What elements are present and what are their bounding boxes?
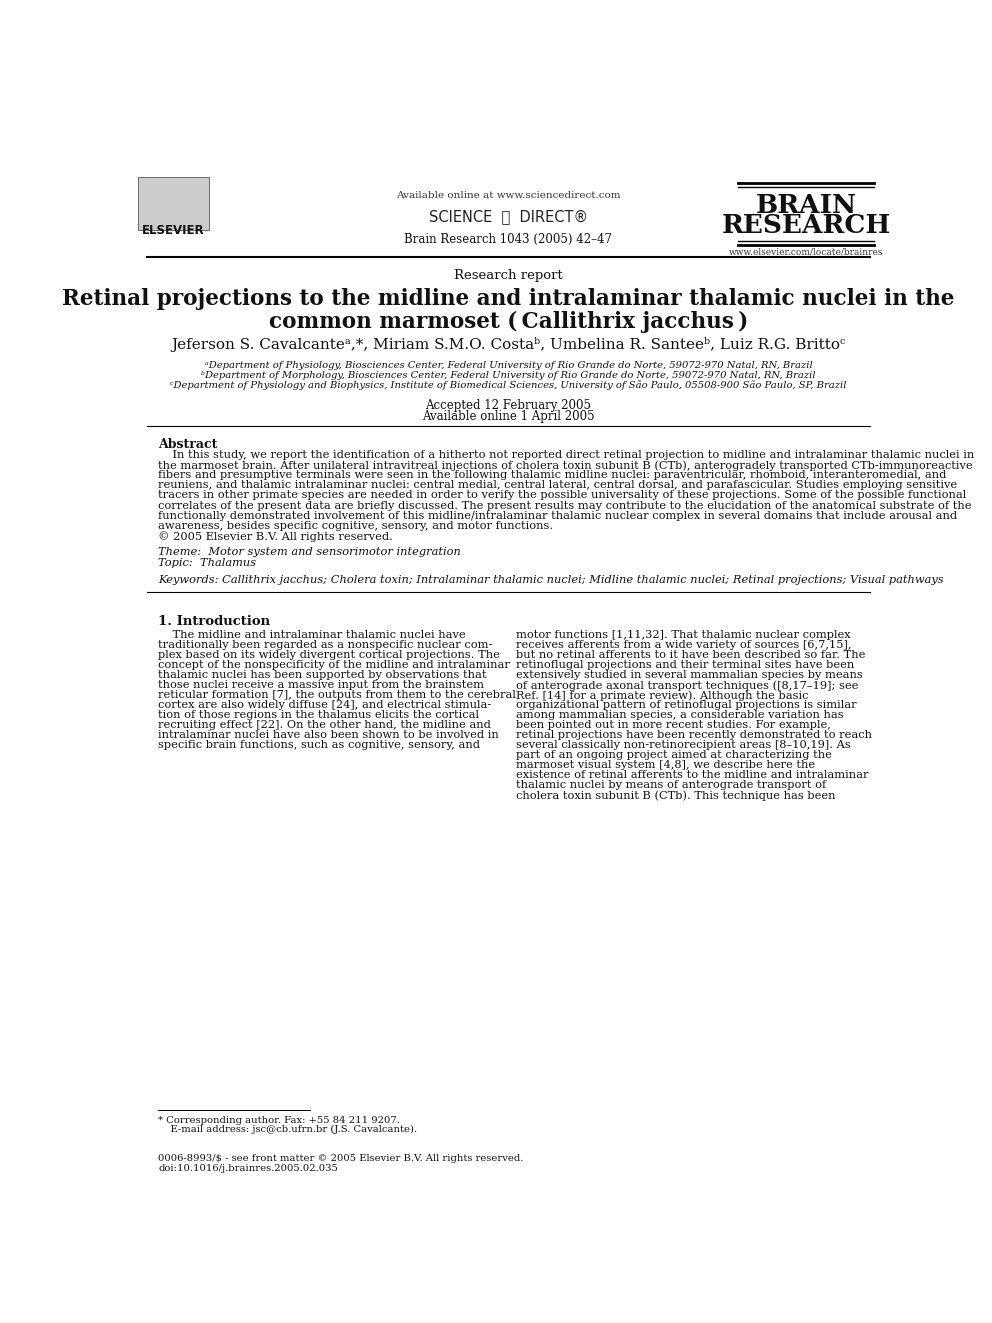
Text: specific brain functions, such as cognitive, sensory, and: specific brain functions, such as cognit… — [158, 741, 480, 750]
Text: Jeferson S. Cavalcanteᵃ,*, Miriam S.M.O. Costaᵇ, Umbelina R. Santeeᵇ, Luiz R.G. : Jeferson S. Cavalcanteᵃ,*, Miriam S.M.O.… — [172, 337, 845, 352]
Text: 1. Introduction: 1. Introduction — [158, 615, 270, 628]
Text: thalamic nuclei by means of anterograde transport of: thalamic nuclei by means of anterograde … — [516, 781, 826, 790]
Text: Available online 1 April 2005: Available online 1 April 2005 — [422, 410, 595, 423]
Text: recruiting effect [22]. On the other hand, the midline and: recruiting effect [22]. On the other han… — [158, 721, 491, 730]
Text: awareness, besides specific cognitive, sensory, and motor functions.: awareness, besides specific cognitive, s… — [158, 521, 554, 531]
Text: doi:10.1016/j.brainres.2005.02.035: doi:10.1016/j.brainres.2005.02.035 — [158, 1164, 338, 1172]
FancyBboxPatch shape — [138, 177, 209, 230]
Text: thalamic nuclei has been supported by observations that: thalamic nuclei has been supported by ob… — [158, 671, 487, 680]
Text: SCIENCE  ⓐ  DIRECT®: SCIENCE ⓐ DIRECT® — [429, 209, 588, 224]
Text: Available online at www.sciencedirect.com: Available online at www.sciencedirect.co… — [396, 191, 621, 200]
Text: ELSEVIER: ELSEVIER — [142, 224, 205, 237]
Text: among mammalian species, a considerable variation has: among mammalian species, a considerable … — [516, 710, 844, 721]
Text: correlates of the present data are briefly discussed. The present results may co: correlates of the present data are brief… — [158, 500, 971, 511]
Text: E-mail address: jsc@cb.ufrn.br (J.S. Cavalcante).: E-mail address: jsc@cb.ufrn.br (J.S. Cav… — [158, 1125, 418, 1134]
Text: * Corresponding author. Fax: +55 84 211 9207.: * Corresponding author. Fax: +55 84 211 … — [158, 1115, 400, 1125]
Text: In this study, we report the identification of a hitherto not reported direct re: In this study, we report the identificat… — [158, 450, 974, 460]
Text: Topic:  Thalamus: Topic: Thalamus — [158, 557, 256, 568]
Text: functionally demonstrated involvement of this midline/intralaminar thalamic nucl: functionally demonstrated involvement of… — [158, 511, 957, 521]
Text: of anterograde axonal transport techniques ([8,17–19]; see: of anterograde axonal transport techniqu… — [516, 680, 858, 691]
Text: those nuclei receive a massive input from the brainstem: those nuclei receive a massive input fro… — [158, 680, 484, 691]
Text: 0006-8993/$ - see front matter © 2005 Elsevier B.V. All rights reserved.: 0006-8993/$ - see front matter © 2005 El… — [158, 1154, 524, 1163]
Text: marmoset visual system [4,8], we describe here the: marmoset visual system [4,8], we describ… — [516, 761, 815, 770]
Text: Abstract: Abstract — [158, 438, 217, 451]
Text: Retinal projections to the midline and intralaminar thalamic nuclei in the: Retinal projections to the midline and i… — [62, 288, 954, 310]
Text: tion of those regions in the thalamus elicits the cortical: tion of those regions in the thalamus el… — [158, 710, 479, 721]
Text: several classically non-retinorecipient areas [8–10,19]. As: several classically non-retinorecipient … — [516, 741, 851, 750]
Text: ᶜDepartment of Physiology and Biophysics, Institute of Biomedical Sciences, Univ: ᶜDepartment of Physiology and Biophysics… — [171, 381, 846, 390]
Text: the marmoset brain. After unilateral intravitreal injections of cholera toxin su: the marmoset brain. After unilateral int… — [158, 460, 973, 471]
Text: Ref. [14] for a primate review). Although the basic: Ref. [14] for a primate review). Althoug… — [516, 691, 808, 701]
Text: Brain Research 1043 (2005) 42–47: Brain Research 1043 (2005) 42–47 — [405, 233, 612, 246]
Text: fibers and presumptive terminals were seen in the following thalamic midline nuc: fibers and presumptive terminals were se… — [158, 470, 946, 480]
Text: RESEARCH: RESEARCH — [721, 213, 891, 238]
Text: organizational pattern of retinoflugal projections is similar: organizational pattern of retinoflugal p… — [516, 700, 857, 710]
Text: common marmoset ( Callithrix jacchus ): common marmoset ( Callithrix jacchus ) — [269, 311, 748, 332]
Text: Research report: Research report — [454, 269, 562, 282]
Text: retinal projections have been recently demonstrated to reach: retinal projections have been recently d… — [516, 730, 872, 741]
Text: receives afferents from a wide variety of sources [6,7,15],: receives afferents from a wide variety o… — [516, 640, 852, 651]
Text: ᵇDepartment of Morphology, Biosciences Center, Federal University of Rio Grande : ᵇDepartment of Morphology, Biosciences C… — [201, 370, 815, 380]
Text: Accepted 12 February 2005: Accepted 12 February 2005 — [426, 400, 591, 411]
Text: cortex are also widely diffuse [24], and electrical stimula-: cortex are also widely diffuse [24], and… — [158, 700, 491, 710]
Text: but no retinal afferents to it have been described so far. The: but no retinal afferents to it have been… — [516, 651, 866, 660]
Text: www.elsevier.com/locate/brainres: www.elsevier.com/locate/brainres — [729, 247, 883, 257]
Text: retinoflugal projections and their terminal sites have been: retinoflugal projections and their termi… — [516, 660, 854, 671]
Text: intralaminar nuclei have also been shown to be involved in: intralaminar nuclei have also been shown… — [158, 730, 499, 741]
Text: The midline and intralaminar thalamic nuclei have: The midline and intralaminar thalamic nu… — [158, 630, 465, 640]
Text: reticular formation [7], the outputs from them to the cerebral: reticular formation [7], the outputs fro… — [158, 691, 516, 700]
Text: been pointed out in more recent studies. For example,: been pointed out in more recent studies.… — [516, 721, 831, 730]
Text: extensively studied in several mammalian species by means: extensively studied in several mammalian… — [516, 671, 863, 680]
Text: existence of retinal afferents to the midline and intralaminar: existence of retinal afferents to the mi… — [516, 770, 869, 781]
Text: traditionally been regarded as a nonspecific nuclear com-: traditionally been regarded as a nonspec… — [158, 640, 492, 651]
Text: Theme:  Motor system and sensorimotor integration: Theme: Motor system and sensorimotor int… — [158, 548, 461, 557]
Text: © 2005 Elsevier B.V. All rights reserved.: © 2005 Elsevier B.V. All rights reserved… — [158, 531, 393, 542]
Text: reuniens, and thalamic intralaminar nuclei: central medial, central lateral, cen: reuniens, and thalamic intralaminar nucl… — [158, 480, 957, 491]
Text: Keywords: Callithrix jacchus; Cholera toxin; Intralaminar thalamic nuclei; Midli: Keywords: Callithrix jacchus; Cholera to… — [158, 576, 943, 586]
Text: part of an ongoing project aimed at characterizing the: part of an ongoing project aimed at char… — [516, 750, 832, 761]
Text: tracers in other primate species are needed in order to verify the possible univ: tracers in other primate species are nee… — [158, 491, 966, 500]
Text: plex based on its widely divergent cortical projections. The: plex based on its widely divergent corti… — [158, 651, 500, 660]
Text: ᵃDepartment of Physiology, Biosciences Center, Federal University of Rio Grande : ᵃDepartment of Physiology, Biosciences C… — [204, 360, 812, 369]
Text: concept of the nonspecificity of the midline and intralaminar: concept of the nonspecificity of the mid… — [158, 660, 510, 671]
Text: motor functions [1,11,32]. That thalamic nuclear complex: motor functions [1,11,32]. That thalamic… — [516, 630, 851, 640]
Text: BRAIN: BRAIN — [756, 193, 856, 218]
Text: cholera toxin subunit B (CTb). This technique has been: cholera toxin subunit B (CTb). This tech… — [516, 790, 835, 800]
